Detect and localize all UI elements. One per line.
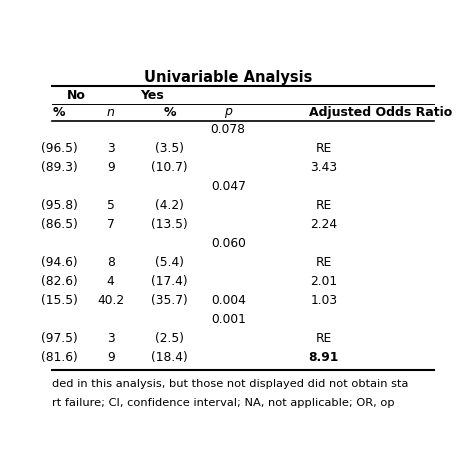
Text: (94.6): (94.6) bbox=[41, 256, 78, 269]
Text: (95.8): (95.8) bbox=[41, 199, 78, 212]
Text: (5.4): (5.4) bbox=[155, 256, 184, 269]
Text: 3.43: 3.43 bbox=[310, 161, 337, 174]
Text: (10.7): (10.7) bbox=[151, 161, 188, 174]
Text: 1.03: 1.03 bbox=[310, 294, 337, 307]
Text: (97.5): (97.5) bbox=[41, 332, 78, 345]
Text: Yes: Yes bbox=[140, 90, 164, 102]
Text: (96.5): (96.5) bbox=[41, 142, 78, 155]
Text: 0.060: 0.060 bbox=[211, 237, 246, 250]
Text: (35.7): (35.7) bbox=[151, 294, 188, 307]
Text: (81.6): (81.6) bbox=[41, 351, 78, 364]
Text: 9: 9 bbox=[107, 161, 115, 174]
Text: 5: 5 bbox=[107, 199, 115, 212]
Text: (17.4): (17.4) bbox=[151, 275, 188, 288]
Text: ded in this analysis, but those not displayed did not obtain sta: ded in this analysis, but those not disp… bbox=[52, 379, 408, 389]
Text: (89.3): (89.3) bbox=[41, 161, 78, 174]
Text: Univariable Analysis: Univariable Analysis bbox=[144, 70, 312, 85]
Text: 0.078: 0.078 bbox=[211, 123, 246, 137]
Text: 0.004: 0.004 bbox=[211, 294, 246, 307]
Text: (2.5): (2.5) bbox=[155, 332, 184, 345]
Text: 0.047: 0.047 bbox=[211, 180, 246, 193]
Text: 8: 8 bbox=[107, 256, 115, 269]
Text: 9: 9 bbox=[107, 351, 115, 364]
Text: 4: 4 bbox=[107, 275, 115, 288]
Text: 2.24: 2.24 bbox=[310, 218, 337, 231]
Text: (4.2): (4.2) bbox=[155, 199, 184, 212]
Text: RE: RE bbox=[316, 256, 332, 269]
Text: $\mathit{n}$: $\mathit{n}$ bbox=[106, 106, 115, 119]
Text: 40.2: 40.2 bbox=[97, 294, 124, 307]
Text: (13.5): (13.5) bbox=[151, 218, 188, 231]
Text: 0.001: 0.001 bbox=[211, 313, 246, 326]
Text: 8.91: 8.91 bbox=[309, 351, 339, 364]
Text: (15.5): (15.5) bbox=[41, 294, 78, 307]
Text: %: % bbox=[53, 106, 65, 119]
Text: No: No bbox=[66, 90, 85, 102]
Text: 7: 7 bbox=[107, 218, 115, 231]
Text: (3.5): (3.5) bbox=[155, 142, 184, 155]
Text: RE: RE bbox=[316, 199, 332, 212]
Text: RE: RE bbox=[316, 142, 332, 155]
Text: RE: RE bbox=[316, 332, 332, 345]
Text: 2.01: 2.01 bbox=[310, 275, 337, 288]
Text: 3: 3 bbox=[107, 142, 115, 155]
Text: (18.4): (18.4) bbox=[151, 351, 188, 364]
Text: rt failure; CI, confidence interval; NA, not applicable; OR, op: rt failure; CI, confidence interval; NA,… bbox=[52, 398, 394, 408]
Text: $\mathit{p}$: $\mathit{p}$ bbox=[224, 106, 233, 120]
Text: (82.6): (82.6) bbox=[41, 275, 78, 288]
Text: Adjusted Odds Ratio: Adjusted Odds Ratio bbox=[309, 106, 452, 119]
Text: 3: 3 bbox=[107, 332, 115, 345]
Text: (86.5): (86.5) bbox=[41, 218, 78, 231]
Text: %: % bbox=[163, 106, 176, 119]
